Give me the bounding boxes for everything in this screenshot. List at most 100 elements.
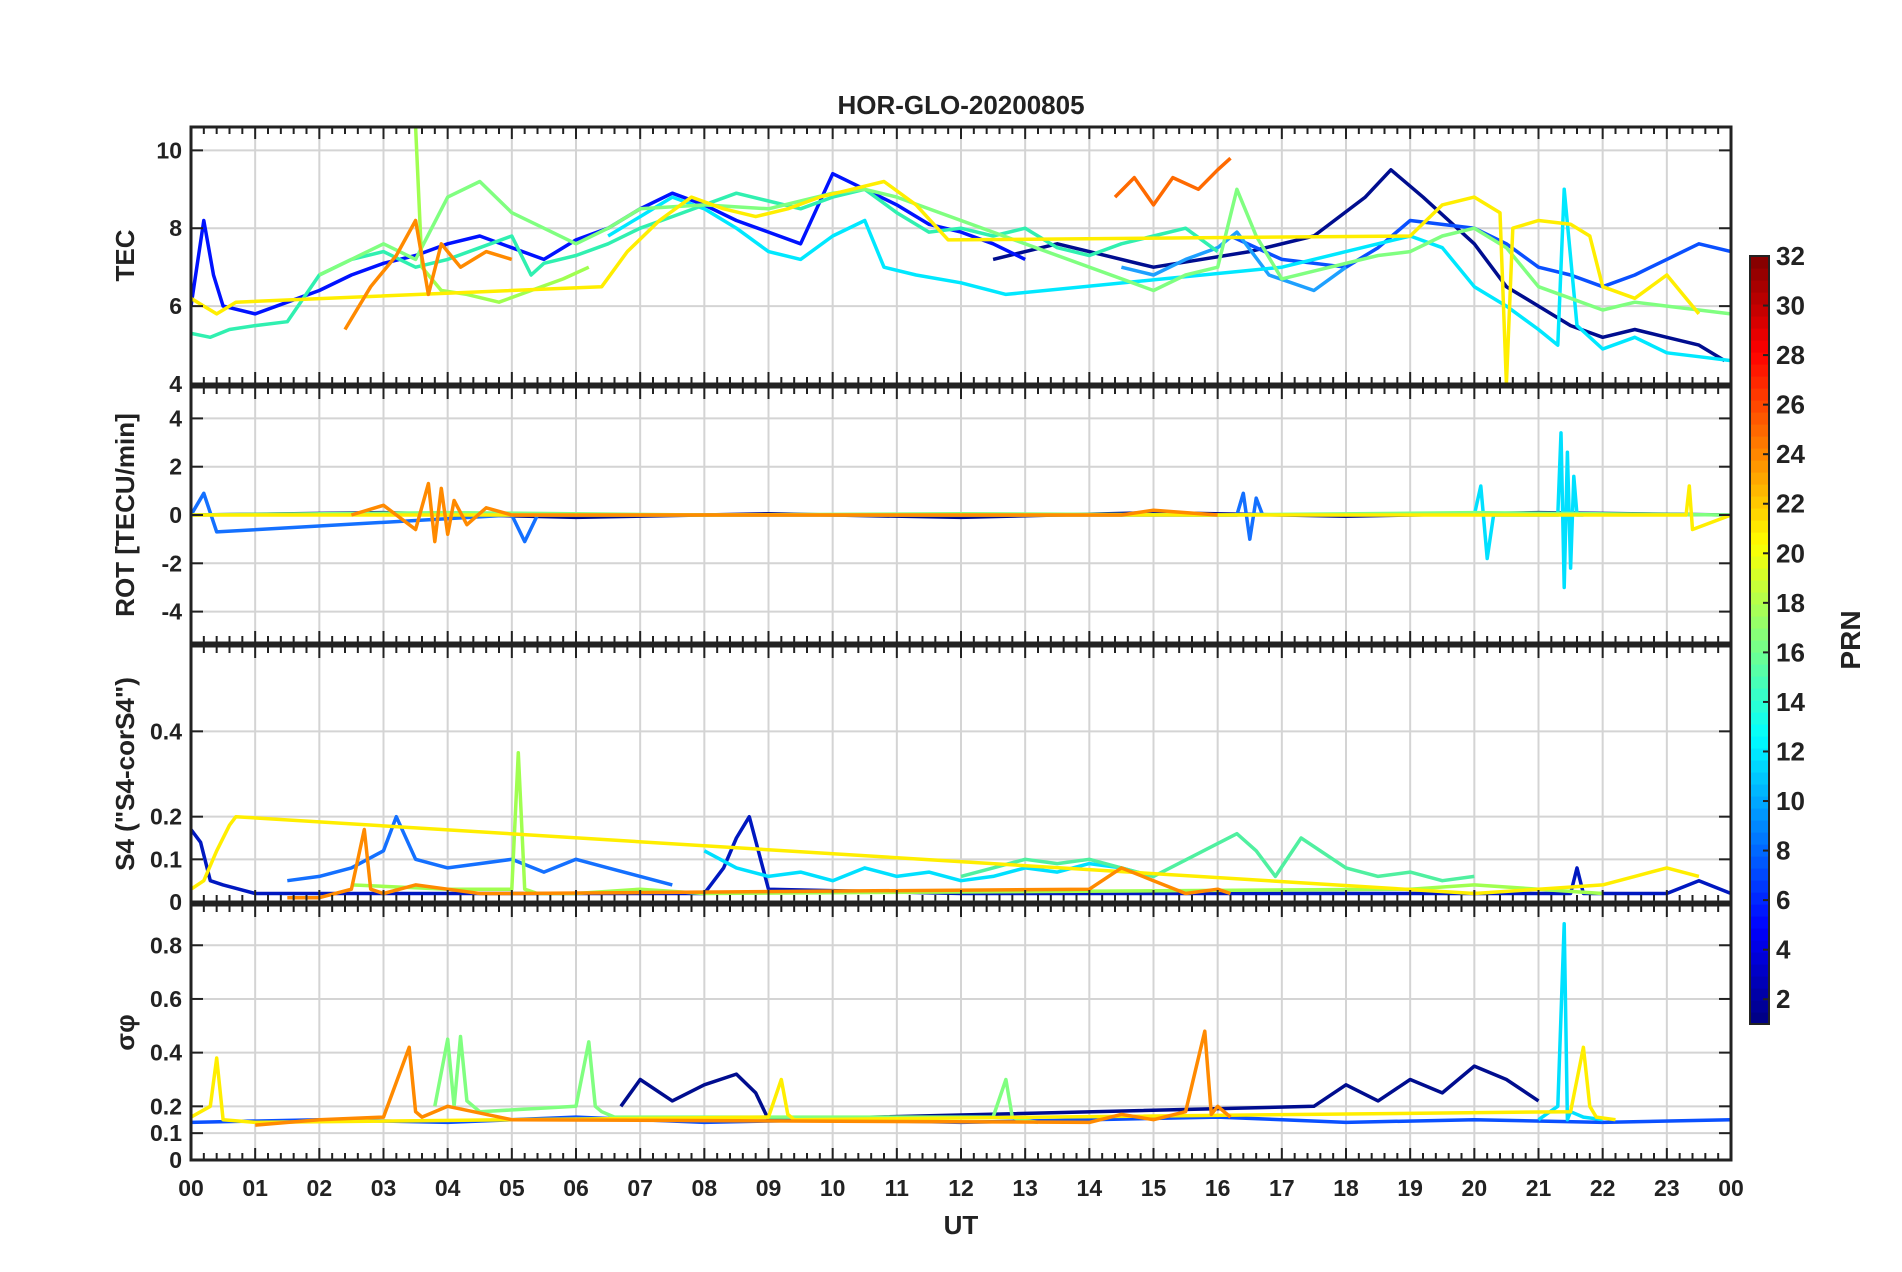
series-line-prn-1	[992, 168, 1726, 363]
y-tick-label: 0	[169, 889, 182, 915]
colorbar-segment	[1750, 928, 1769, 941]
colorbar-segment	[1750, 736, 1769, 749]
colorbar-segment	[1750, 820, 1769, 833]
colorbar-segment	[1750, 988, 1769, 1001]
series-line-prn-8	[1120, 230, 1348, 293]
colorbar-segment	[1750, 364, 1769, 377]
colorbar-segment	[1750, 328, 1769, 341]
x-tick-label: 22	[1590, 1175, 1616, 1201]
x-tick-label: 00	[178, 1175, 204, 1201]
colorbar-segment	[1750, 712, 1769, 725]
x-tick-label: 01	[242, 1175, 268, 1201]
panel-rot-series	[191, 431, 1731, 590]
x-tick-label: 14	[1077, 1175, 1103, 1201]
chart-title: HOR-GLO-20200805	[837, 90, 1084, 120]
x-tick-label: 08	[692, 1175, 718, 1201]
colorbar-tick-label: 24	[1776, 439, 1805, 469]
x-tick-label: 23	[1654, 1175, 1680, 1201]
series-line-prn-16	[318, 179, 1731, 316]
y-tick-label: 0	[169, 502, 182, 528]
colorbar-segment	[1750, 292, 1769, 305]
panel-sigma-ylabel: σφ	[110, 1014, 140, 1050]
panel-sigma: 00.10.2 0.4 0.6 0.8 σφ	[110, 903, 1733, 1173]
series-line-prn-2	[191, 814, 1731, 896]
colorbar-segment	[1750, 484, 1769, 497]
colorbar-segment	[1750, 784, 1769, 797]
colorbar-tick-label: 22	[1776, 489, 1805, 519]
series-line-prn-20	[191, 179, 1701, 384]
colorbar-segment	[1750, 904, 1769, 917]
panel-s4-ticks	[190, 646, 1732, 903]
colorbar-segment	[1750, 508, 1769, 521]
colorbar-segment	[1750, 760, 1769, 773]
colorbar-tick-label: 18	[1776, 588, 1805, 618]
colorbar-segment	[1750, 436, 1769, 449]
panel-s4: 0 0.1 0.2 0.4 S4 ("S4-corS4")	[110, 644, 1733, 915]
x-tick-label: 10	[820, 1175, 846, 1201]
y-tick-label: 0.8	[150, 932, 182, 958]
colorbar-label: PRN	[1835, 610, 1866, 669]
colorbar-segment	[1750, 880, 1769, 893]
colorbar-segment	[1750, 472, 1769, 485]
y-tick-label: 0.4	[150, 718, 182, 744]
colorbar-segment	[1750, 856, 1769, 869]
x-tick-label: 06	[563, 1175, 589, 1201]
colorbar-segment	[1750, 424, 1769, 437]
colorbar-segment	[1750, 976, 1769, 989]
x-tick-label: 02	[307, 1175, 333, 1201]
colorbar-tick-label: 14	[1776, 687, 1805, 717]
x-axis-label: UT	[944, 1210, 979, 1240]
colorbar-segment	[1750, 352, 1769, 365]
colorbar-segment	[1750, 268, 1769, 281]
series-line-prn-12	[703, 849, 1154, 883]
colorbar-tick-label: 26	[1776, 390, 1805, 420]
x-tick-label: 21	[1526, 1175, 1552, 1201]
colorbar-segment	[1750, 952, 1769, 965]
colorbar-segment	[1750, 796, 1769, 809]
x-tick-label: 03	[371, 1175, 397, 1201]
colorbar-segment	[1750, 688, 1769, 701]
x-tick-label: 05	[499, 1175, 525, 1201]
y-tick-label: 0.1	[150, 1120, 182, 1146]
series-line-prn-11	[607, 187, 1731, 363]
panel-tec-ylabel: TEC	[110, 229, 140, 281]
x-tick-label: 19	[1397, 1175, 1423, 1201]
colorbar-tick-label: 4	[1776, 935, 1791, 965]
colorbar-segment	[1750, 868, 1769, 881]
x-tick-label: 09	[756, 1175, 782, 1201]
colorbar-tick-label: 8	[1776, 836, 1790, 866]
series-line-prn-12	[1472, 431, 1584, 590]
colorbar-segment	[1750, 400, 1769, 413]
colorbar-segment	[1750, 376, 1769, 389]
panel-tec-series	[191, 127, 1731, 384]
x-tick-label: 15	[1141, 1175, 1167, 1201]
y-tick-label: 0.2	[150, 1093, 182, 1119]
colorbar-frame	[1749, 255, 1770, 1025]
colorbar-segment	[1750, 652, 1769, 665]
colorbar-segment	[1750, 640, 1769, 653]
colorbar-tick-label: 2	[1776, 984, 1790, 1014]
series-line-prn-16	[433, 1034, 1039, 1125]
y-tick-label: 0.2	[150, 804, 182, 830]
colorbar-segment	[1750, 676, 1769, 689]
colorbar-segment	[1750, 520, 1769, 533]
panel-sigma-ticks	[190, 905, 1732, 1161]
colorbar-segment	[1750, 616, 1769, 629]
colorbar-segment	[1750, 580, 1769, 593]
colorbar-segment	[1750, 1000, 1769, 1013]
colorbar-segment	[1750, 964, 1769, 977]
colorbar-segment	[1750, 916, 1769, 929]
colorbar-segment	[1750, 844, 1769, 857]
colorbar-tick-label: 12	[1776, 736, 1805, 766]
panel-tec: 4 6 8 10 TEC	[110, 125, 1733, 397]
colorbar-segment	[1750, 412, 1769, 425]
series-line-prn-3	[191, 171, 1026, 316]
y-tick-label: -4	[162, 599, 183, 625]
y-tick-label: -2	[162, 550, 182, 576]
colorbar-tick-label: 20	[1776, 538, 1805, 568]
series-line-prn-20	[191, 1045, 1616, 1125]
colorbar-segment	[1750, 388, 1769, 401]
x-tick-label: 07	[627, 1175, 653, 1201]
colorbar-tick-label: 6	[1776, 885, 1790, 915]
